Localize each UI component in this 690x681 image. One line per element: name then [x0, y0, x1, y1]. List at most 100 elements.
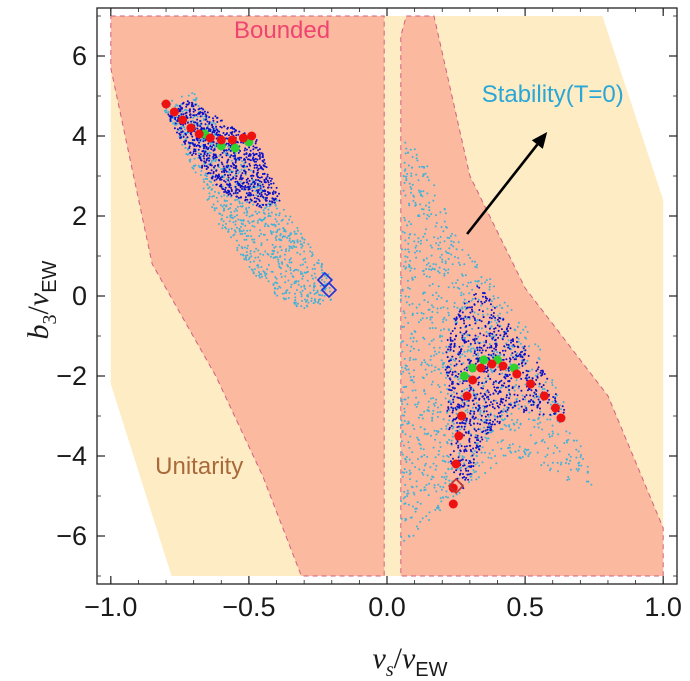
- stability-t-0-point: [463, 462, 466, 465]
- stability-t-0-point: [431, 294, 434, 297]
- series-2-point: [456, 429, 459, 432]
- stability-t-0-point: [460, 294, 463, 297]
- stability-t-0-point: [428, 201, 431, 204]
- series-2-point: [220, 161, 223, 164]
- series-2-point: [463, 322, 466, 325]
- stability-t-0-point: [456, 286, 459, 289]
- stability-t-0-point: [295, 268, 298, 271]
- stability-t-0-point: [306, 299, 309, 302]
- series-2-point: [261, 159, 264, 162]
- stability-t-0-point: [437, 244, 440, 247]
- series-2-point: [211, 131, 214, 134]
- series-2-point: [499, 403, 502, 406]
- stability-t-0-point: [408, 287, 411, 290]
- stability-t-0-point: [409, 478, 411, 481]
- series-2-point: [493, 370, 496, 373]
- series-2-point: [457, 425, 460, 428]
- stability-t-0-point: [534, 374, 537, 377]
- series-2-point: [225, 170, 228, 173]
- series-2-point: [229, 127, 232, 129]
- stability-t-0-point: [220, 168, 223, 171]
- series-2-point: [459, 331, 462, 334]
- stability-t-0-point: [491, 449, 494, 452]
- stability-t-0-point: [222, 220, 225, 223]
- stability-t-0-point: [202, 119, 205, 121]
- series-2-point: [464, 478, 467, 481]
- stability-t-0-point: [260, 232, 263, 235]
- stability-t-0-point: [321, 278, 323, 281]
- stability-t-0-point: [527, 418, 530, 421]
- stability-t-0-point: [475, 478, 478, 481]
- stability-t-0-point: [184, 146, 187, 149]
- stability-t-0-point: [276, 256, 279, 259]
- stability-t-0-point: [275, 220, 278, 223]
- stability-t-0-point: [218, 212, 221, 215]
- series-2-point: [455, 469, 458, 472]
- stability-t-0-point: [236, 209, 239, 212]
- series-2-point: [272, 182, 275, 185]
- series-2-point: [467, 404, 470, 407]
- stability-t-0-point: [464, 409, 467, 412]
- stability-t-0-point: [264, 216, 267, 219]
- stability-t-0-point: [450, 240, 453, 243]
- series-2-point: [553, 412, 556, 415]
- stability-t-0-point: [306, 270, 309, 273]
- series-2-point: [192, 150, 195, 153]
- series-2-point: [483, 301, 486, 304]
- stability-t-0-point: [404, 175, 407, 178]
- stability-t-0-point: [240, 168, 243, 171]
- stability-t-0-point: [227, 228, 230, 231]
- series-2-point: [504, 349, 507, 352]
- stability-t-0-point: [580, 454, 582, 456]
- stability-t-0-point: [452, 245, 455, 248]
- stability-t-0-point: [197, 164, 200, 167]
- stability-t-0-point: [508, 425, 511, 428]
- stability-t-0-point: [433, 346, 436, 349]
- stability-t-0-point: [407, 503, 410, 506]
- stability-t-0-point: [439, 391, 442, 394]
- series-2-point: [468, 437, 471, 440]
- stability-t-0-point: [537, 357, 540, 359]
- series-2-point: [519, 353, 522, 356]
- stability-t-0-point: [257, 256, 260, 259]
- series-2-point: [464, 448, 467, 451]
- stability-t-0-point: [528, 345, 531, 348]
- series-2-point: [537, 366, 540, 369]
- stability-t-0-point: [224, 152, 227, 155]
- series-2-point: [499, 334, 502, 337]
- stability-t-0-point: [444, 478, 447, 481]
- series-2-point: [206, 152, 209, 155]
- stability-t-0-point: [422, 173, 425, 176]
- stability-t-0-point: [414, 251, 416, 254]
- stability-t-0-point: [425, 217, 428, 220]
- series-2-point: [201, 150, 204, 153]
- stability-t-0-point: [300, 246, 303, 249]
- series-2-point: [540, 369, 543, 372]
- stability-t-0-point: [241, 205, 244, 208]
- stability-t-0-point: [511, 443, 514, 446]
- series-2-point: [486, 346, 489, 349]
- stability-t-0-point: [447, 252, 450, 255]
- series-2-point: [504, 373, 507, 376]
- series-2-point: [497, 329, 500, 332]
- stability-t-0-point: [210, 122, 213, 125]
- stability-t-0-point: [418, 468, 421, 471]
- stability-t-0-point: [236, 158, 239, 161]
- series-2-point: [468, 440, 471, 443]
- stability-t-0-point: [458, 287, 461, 290]
- series-2-point: [500, 328, 503, 331]
- series-2-point: [469, 418, 472, 421]
- series-2-point: [461, 476, 464, 479]
- stability-t-0-point: [438, 351, 441, 354]
- stability-t-0-point: [455, 281, 457, 284]
- stability-t-0-point: [428, 215, 431, 218]
- stability-t-0-point: [451, 435, 454, 438]
- series-2-point: [461, 311, 464, 314]
- stability-t-0-point: [300, 285, 303, 288]
- series-2-point: [469, 388, 472, 391]
- stability-t-0-point: [444, 397, 447, 400]
- stability-t-0-point: [440, 296, 443, 299]
- stability-t-0-point: [273, 291, 276, 294]
- stability-t-0-cloud-1: [161, 92, 333, 309]
- stability-t-0-point: [432, 263, 435, 265]
